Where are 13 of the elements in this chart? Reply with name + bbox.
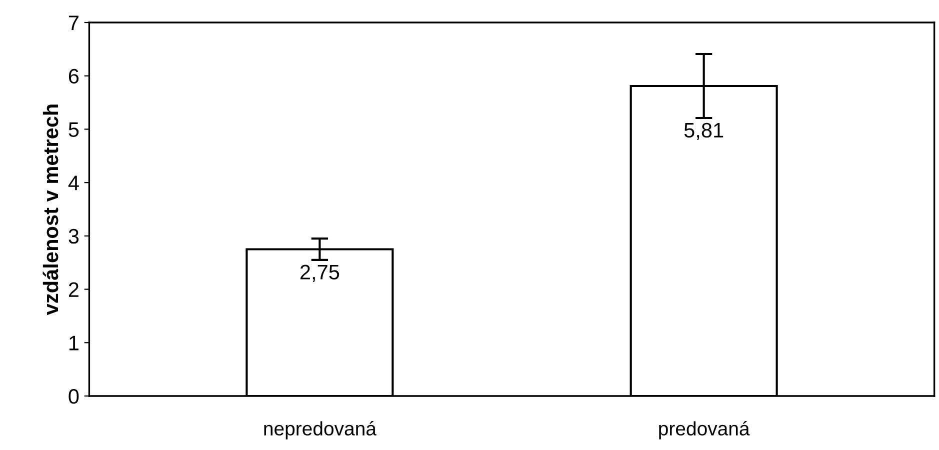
y-tick-label: 2 xyxy=(68,282,78,297)
y-tick-label: 4 xyxy=(68,176,79,190)
y-tick-label: 5 xyxy=(68,122,79,137)
data-label: 5,81 xyxy=(684,122,724,140)
y-tick-label: 3 xyxy=(68,228,79,244)
y-tick-label: 6 xyxy=(68,68,79,84)
x-tick-label: predovaná xyxy=(659,421,750,440)
data-label: 2,75 xyxy=(300,264,340,282)
x-tick-label: nepredovaná xyxy=(264,421,376,440)
y-tick-label: 7 xyxy=(68,16,78,30)
y-axis-title: vzdálenost v metrech xyxy=(42,104,58,316)
y-tick-label: 0 xyxy=(68,389,79,404)
y-tick-label: 1 xyxy=(69,336,78,350)
